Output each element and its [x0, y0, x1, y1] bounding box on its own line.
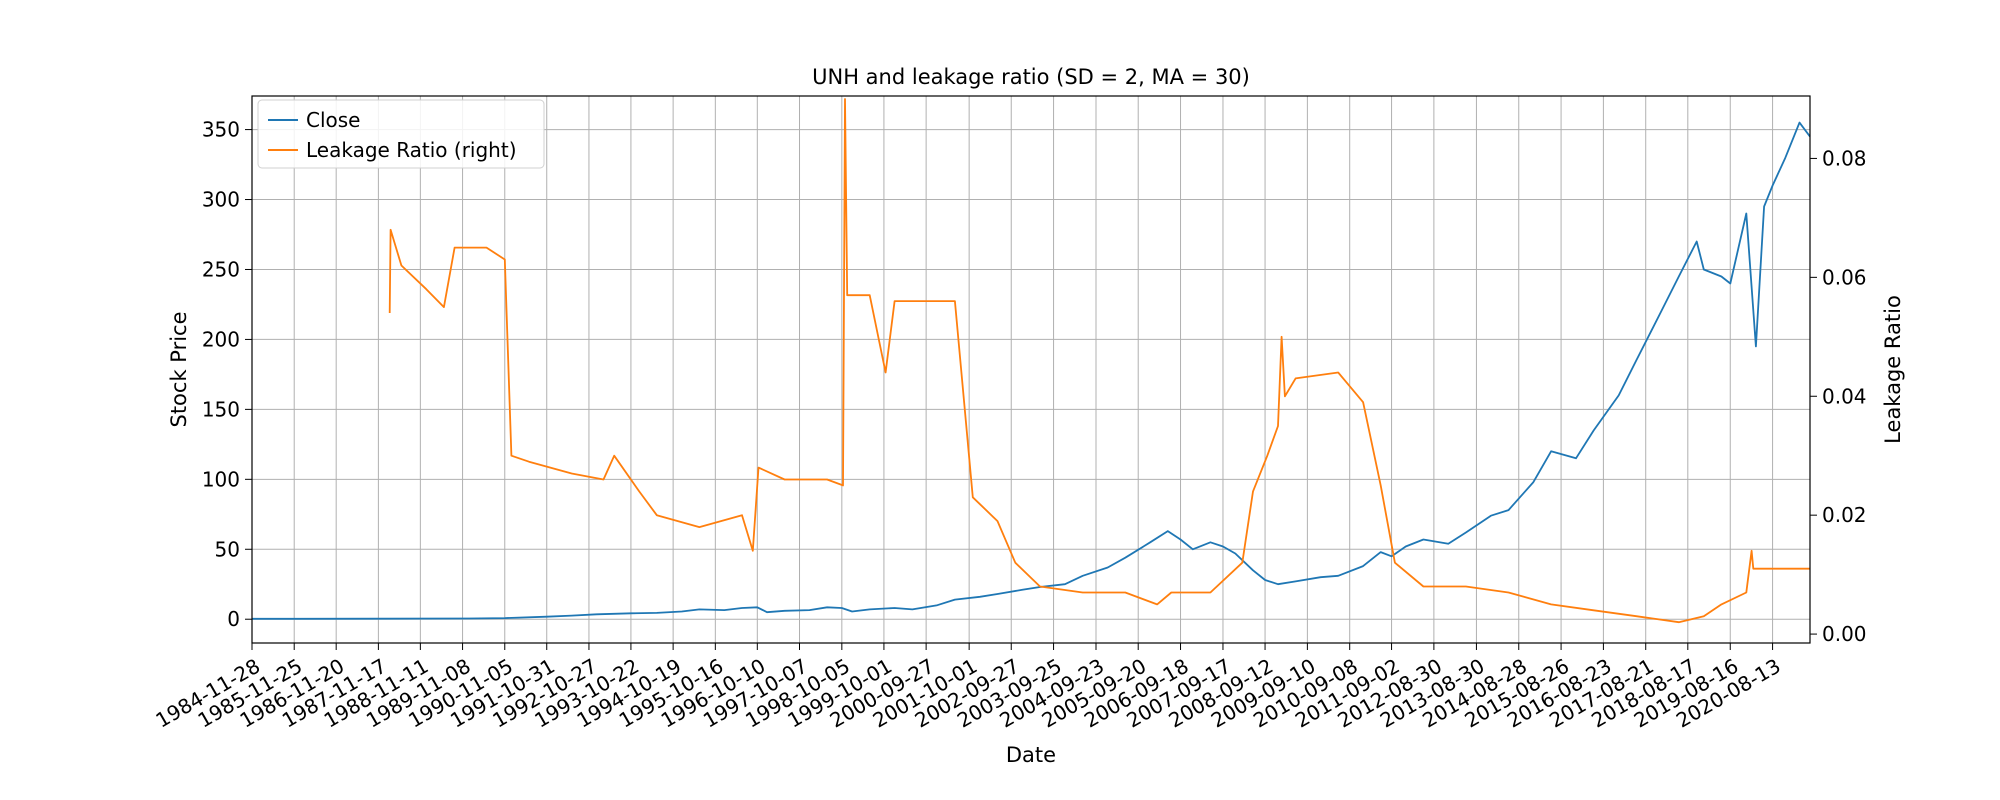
grid — [251, 96, 1810, 643]
y-tick-label-left: 250 — [202, 257, 240, 281]
legend-label: Leakage Ratio (right) — [306, 138, 517, 162]
series-line-0 — [252, 121, 1811, 620]
series-line-1 — [388, 98, 1810, 624]
y-tick-label-right: 0.08 — [1822, 146, 1867, 170]
legend-box — [257, 99, 545, 169]
y-tick-label-right: 0.00 — [1822, 622, 1867, 646]
y-axis-label: Stock Price — [167, 311, 191, 427]
chart-title: UNH and leakage ratio (SD = 2, MA = 30) — [812, 65, 1250, 89]
y-axis-right: 0.00 0.02 0.04 0.06 0.08 — [1810, 146, 1867, 646]
y-tick-label-right: 0.04 — [1822, 384, 1867, 408]
y-tick-label-left: 100 — [202, 467, 240, 491]
y-axis-left: 0 50 100 150 200 250 300 350 — [202, 118, 252, 631]
legend: Close Leakage Ratio (right) — [257, 99, 545, 169]
legend-label: Close — [306, 108, 360, 132]
x-axis: 1984-11-281985-11-251986-11-201987-11-17… — [151, 643, 1785, 733]
y-tick-label-left: 350 — [202, 118, 240, 142]
y-tick-label-left: 50 — [215, 537, 240, 561]
y-tick-label-right: 0.06 — [1822, 265, 1867, 289]
plot-frame — [251, 95, 1811, 644]
x-axis-label: Date — [1006, 743, 1056, 767]
y-tick-label-right: 0.02 — [1822, 503, 1867, 527]
y-tick-label-left: 300 — [202, 188, 240, 212]
y-axis-right-label: Leakage Ratio — [1881, 295, 1905, 444]
y-tick-label-left: 150 — [202, 397, 240, 421]
y-tick-label-left: 200 — [202, 327, 240, 351]
plot-lines — [252, 98, 1811, 624]
y-tick-label-left: 0 — [227, 607, 240, 631]
